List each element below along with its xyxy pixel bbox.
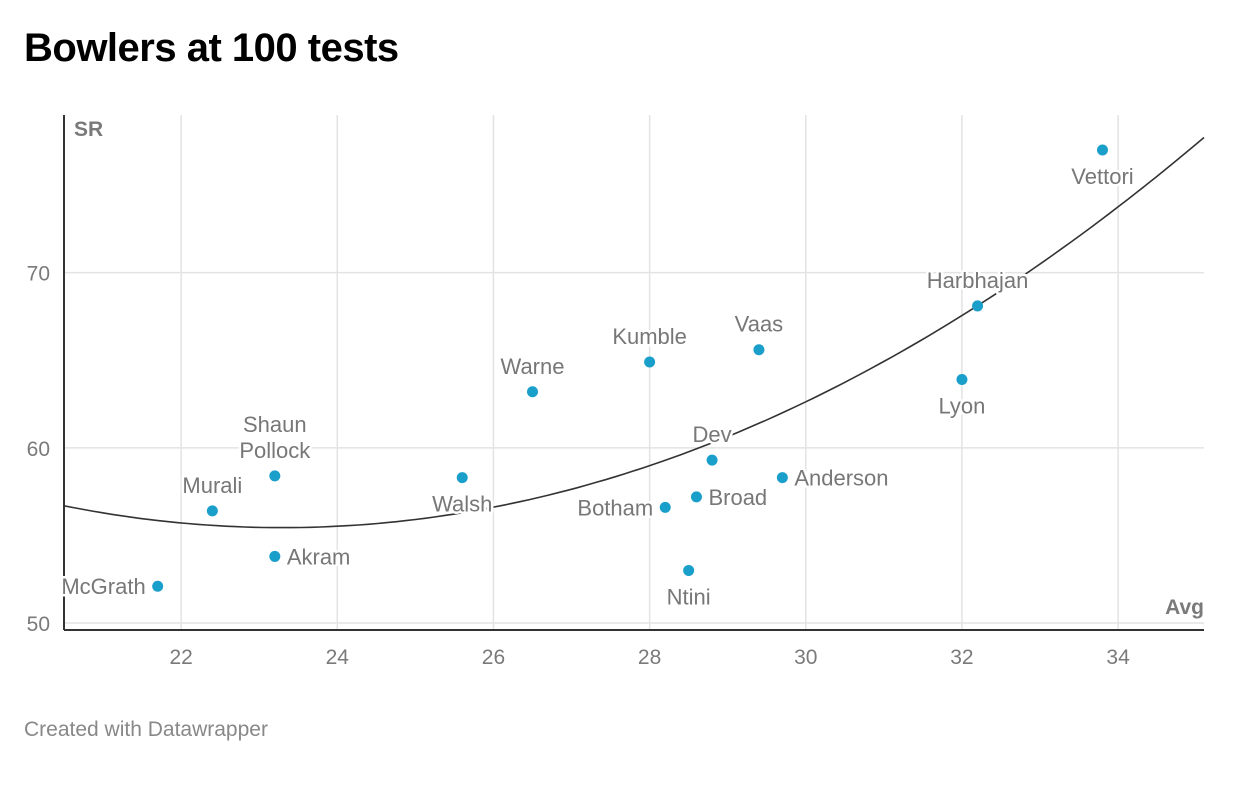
label-dev: Dev bbox=[693, 422, 732, 447]
label-broad: Broad bbox=[708, 485, 767, 510]
label-akram: Akram bbox=[287, 544, 351, 569]
y-tick-label-50: 50 bbox=[27, 613, 50, 636]
point-lyon[interactable] bbox=[956, 374, 968, 386]
point-broad[interactable] bbox=[690, 491, 702, 503]
axes: 22 24 26 28 30 32 34 50 60 70 SR Avg bbox=[27, 115, 1204, 669]
x-tick-label-32: 32 bbox=[950, 646, 973, 669]
footer-credit: Created with Datawrapper bbox=[24, 718, 268, 741]
point-ntini[interactable] bbox=[683, 564, 695, 576]
label-walsh: Walsh bbox=[432, 492, 492, 517]
grid bbox=[64, 115, 1204, 630]
point-kumble[interactable] bbox=[644, 356, 656, 368]
label-shaun-pollock-1: Shaun bbox=[243, 412, 307, 437]
point-anderson[interactable] bbox=[776, 472, 788, 484]
x-tick-label-26: 26 bbox=[482, 646, 505, 669]
x-tick-label-22: 22 bbox=[169, 646, 192, 669]
point-dev[interactable] bbox=[706, 454, 718, 466]
x-axis-title: Avg bbox=[1165, 596, 1204, 619]
label-vaas: Vaas bbox=[735, 312, 784, 337]
y-tick-label-70: 70 bbox=[27, 263, 50, 286]
x-tick-label-34: 34 bbox=[1106, 646, 1130, 669]
label-vettori: Vettori bbox=[1071, 164, 1133, 189]
y-tick-label-60: 60 bbox=[27, 438, 50, 461]
data-points bbox=[152, 144, 1108, 592]
label-shaun-pollock-2: Pollock bbox=[239, 438, 311, 463]
point-murali[interactable] bbox=[206, 505, 218, 517]
point-harbhajan[interactable] bbox=[972, 300, 984, 312]
point-akram[interactable] bbox=[269, 550, 281, 562]
trend-layer bbox=[63, 136, 1205, 529]
label-warne: Warne bbox=[501, 354, 565, 379]
label-botham: Botham bbox=[577, 495, 653, 520]
label-lyon: Lyon bbox=[938, 394, 985, 419]
point-botham[interactable] bbox=[659, 501, 671, 513]
chart-title: Bowlers at 100 tests bbox=[24, 26, 399, 70]
point-vaas[interactable] bbox=[753, 344, 765, 356]
point-mcgrath[interactable] bbox=[152, 580, 164, 592]
x-tick-label-24: 24 bbox=[326, 646, 350, 669]
label-ntini: Ntini bbox=[667, 584, 711, 609]
point-shaun-pollock[interactable] bbox=[269, 470, 281, 482]
y-axis-title: SR bbox=[74, 118, 103, 141]
x-tick-label-28: 28 bbox=[638, 646, 661, 669]
label-murali: Murali bbox=[182, 473, 242, 498]
point-vettori[interactable] bbox=[1096, 144, 1108, 156]
point-warne[interactable] bbox=[526, 386, 538, 398]
label-mcgrath: McGrath bbox=[61, 574, 145, 599]
label-harbhajan: Harbhajan bbox=[927, 268, 1029, 293]
point-walsh[interactable] bbox=[456, 472, 468, 484]
label-anderson: Anderson bbox=[794, 466, 888, 491]
trend-line bbox=[63, 136, 1205, 529]
x-tick-label-30: 30 bbox=[794, 646, 817, 669]
label-kumble: Kumble bbox=[612, 324, 687, 349]
